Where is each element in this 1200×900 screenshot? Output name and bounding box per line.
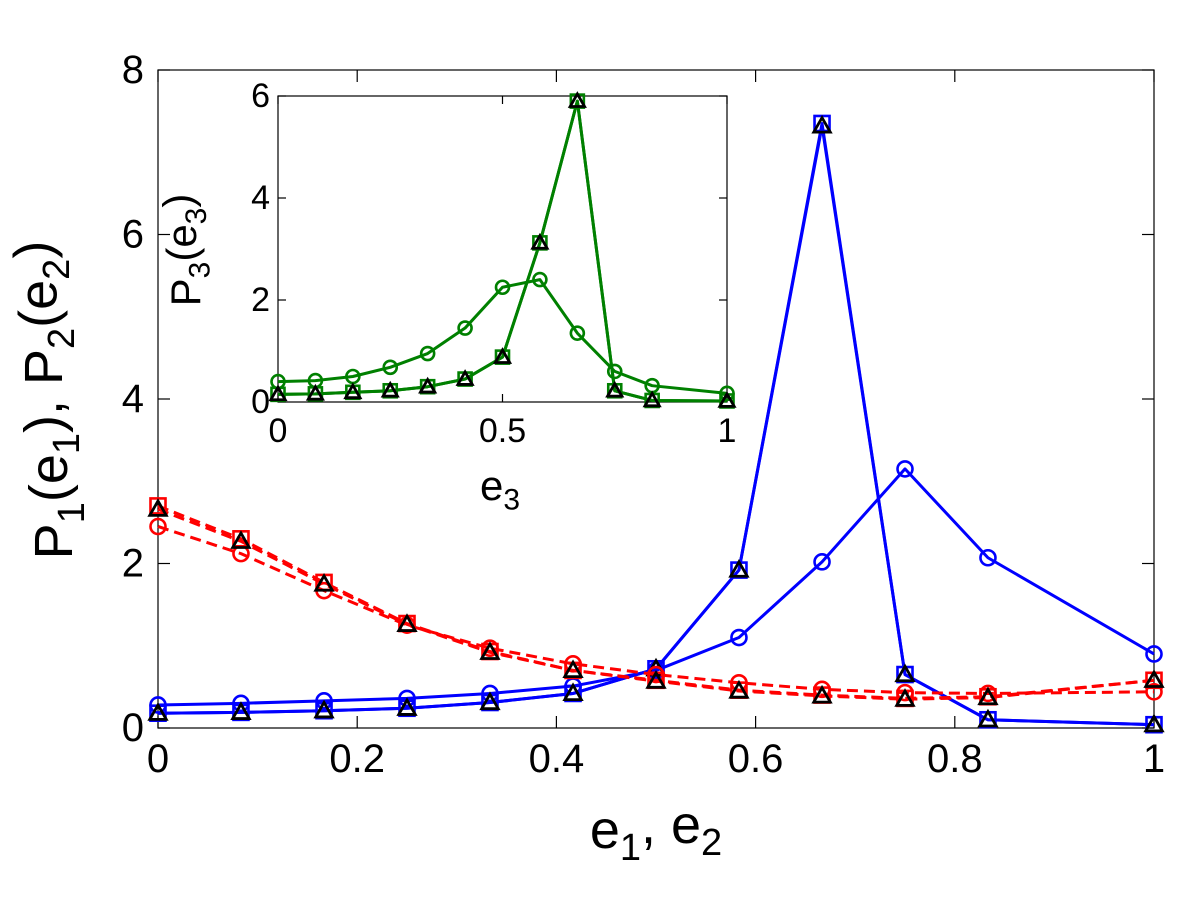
main-y-axis-label: P1(e1), P2(e2): [4, 241, 94, 560]
main-x-tick-label: 1: [1143, 737, 1165, 781]
main-x-tick-label: 0: [147, 737, 169, 781]
main-series-2-point: [396, 697, 418, 716]
main-series-2-line: [157, 124, 1155, 727]
inset-y-tick-label: 2: [251, 281, 270, 319]
inset-series-2-point: [717, 391, 737, 408]
inset-series-2-point: [492, 347, 513, 364]
inset-series-0-point: [457, 320, 473, 336]
inset-x-tick-label: 1: [718, 412, 737, 450]
main-series-5-point: [728, 679, 750, 699]
inset-series-2-point: [268, 384, 288, 402]
main-series-3-point: [1145, 683, 1163, 701]
inset-series-0-point: [419, 345, 436, 362]
main-series-0-point: [730, 628, 748, 647]
inset-series-2-point: [305, 383, 325, 401]
main-series-3-point: [149, 517, 167, 536]
main-x-tick-label: 0.4: [529, 737, 585, 781]
main-series-2-point: [479, 691, 501, 711]
main-series-2-point: [147, 702, 169, 721]
main-series-5-point: [645, 670, 667, 689]
main-y-tick-label: 4: [122, 377, 144, 421]
main-series-2-point: [562, 682, 584, 702]
inset-series-2-point: [455, 369, 475, 386]
main-series-2-point: [811, 114, 833, 134]
main-series-0-point: [979, 548, 997, 567]
main-series-2-point: [313, 699, 335, 719]
inset-series-0-point: [569, 325, 586, 341]
main-y-tick-label: 0: [122, 706, 144, 750]
main-y-tick-label: 6: [122, 213, 144, 257]
main-y-tick-label: 8: [122, 48, 144, 92]
main-series-0-point: [481, 684, 499, 703]
main-series-5-point: [894, 688, 916, 707]
main-series-0-point: [232, 694, 250, 713]
inset-x-axis-label: e3: [480, 462, 520, 517]
main-series-5-point: [1143, 669, 1165, 688]
main-series-5: [147, 498, 1165, 707]
main-series-0-point: [315, 692, 333, 710]
inset-series-0-point: [382, 359, 399, 376]
main-series-2-point: [1143, 713, 1165, 733]
main-series-0-point: [813, 553, 831, 571]
inset-x-tick-label: 0: [269, 412, 288, 450]
inset-series-2-point: [380, 380, 400, 398]
inset-x-tick-label: 0.5: [479, 412, 526, 450]
main-series-5-point: [977, 686, 999, 706]
main-series-5-point: [562, 659, 584, 679]
main-series-2-point: [728, 559, 750, 578]
main-x-tick-label: 0.2: [329, 737, 385, 781]
main-series-5-point: [147, 498, 169, 517]
inset-y-tick-label: 0: [251, 383, 270, 421]
inset-series-2-point: [530, 232, 550, 250]
inset-y-axis-label: P3(e3): [154, 194, 216, 307]
main-series-5-point: [313, 572, 335, 592]
main-x-tick-label: 0.8: [927, 737, 983, 781]
main-series-0-point: [1145, 645, 1163, 663]
main-series-0-point: [896, 460, 914, 478]
inset-series-0-point: [606, 363, 623, 380]
main-series-2-point: [894, 663, 916, 683]
inset-series-0-point: [494, 279, 511, 296]
main-series-2-point: [230, 701, 252, 720]
main-series-5-point: [396, 613, 418, 632]
main-x-tick-label: 0.6: [728, 737, 784, 781]
main-series-0-point: [398, 689, 416, 708]
main-series-5-point: [230, 530, 252, 549]
inset-series-2-point: [343, 382, 363, 400]
inset-panel: 0 0.5 1 0 2 4 6 e3 P3(e3): [154, 77, 737, 517]
inset-series-0-point: [532, 271, 548, 288]
inset-y-tick-label: 6: [251, 77, 270, 115]
inset-series-2-point: [605, 380, 625, 398]
main-series-3-line: [157, 525, 1155, 695]
inset-y-tick-label: 4: [251, 179, 270, 217]
inset-series-2-point: [418, 376, 438, 394]
main-series-5-point: [479, 641, 501, 660]
main-series-2-point: [977, 708, 999, 728]
main-series-0: [149, 460, 1163, 714]
inset-series-2-point: [567, 91, 587, 108]
main-series-0-line: [157, 467, 1155, 707]
main-y-tick-label: 2: [122, 542, 144, 586]
inset-series-2-point: [642, 390, 662, 408]
inset-series-2: [268, 91, 737, 408]
main-x-axis-label: e1, e2: [590, 795, 722, 869]
main-series-5-point: [811, 684, 833, 704]
